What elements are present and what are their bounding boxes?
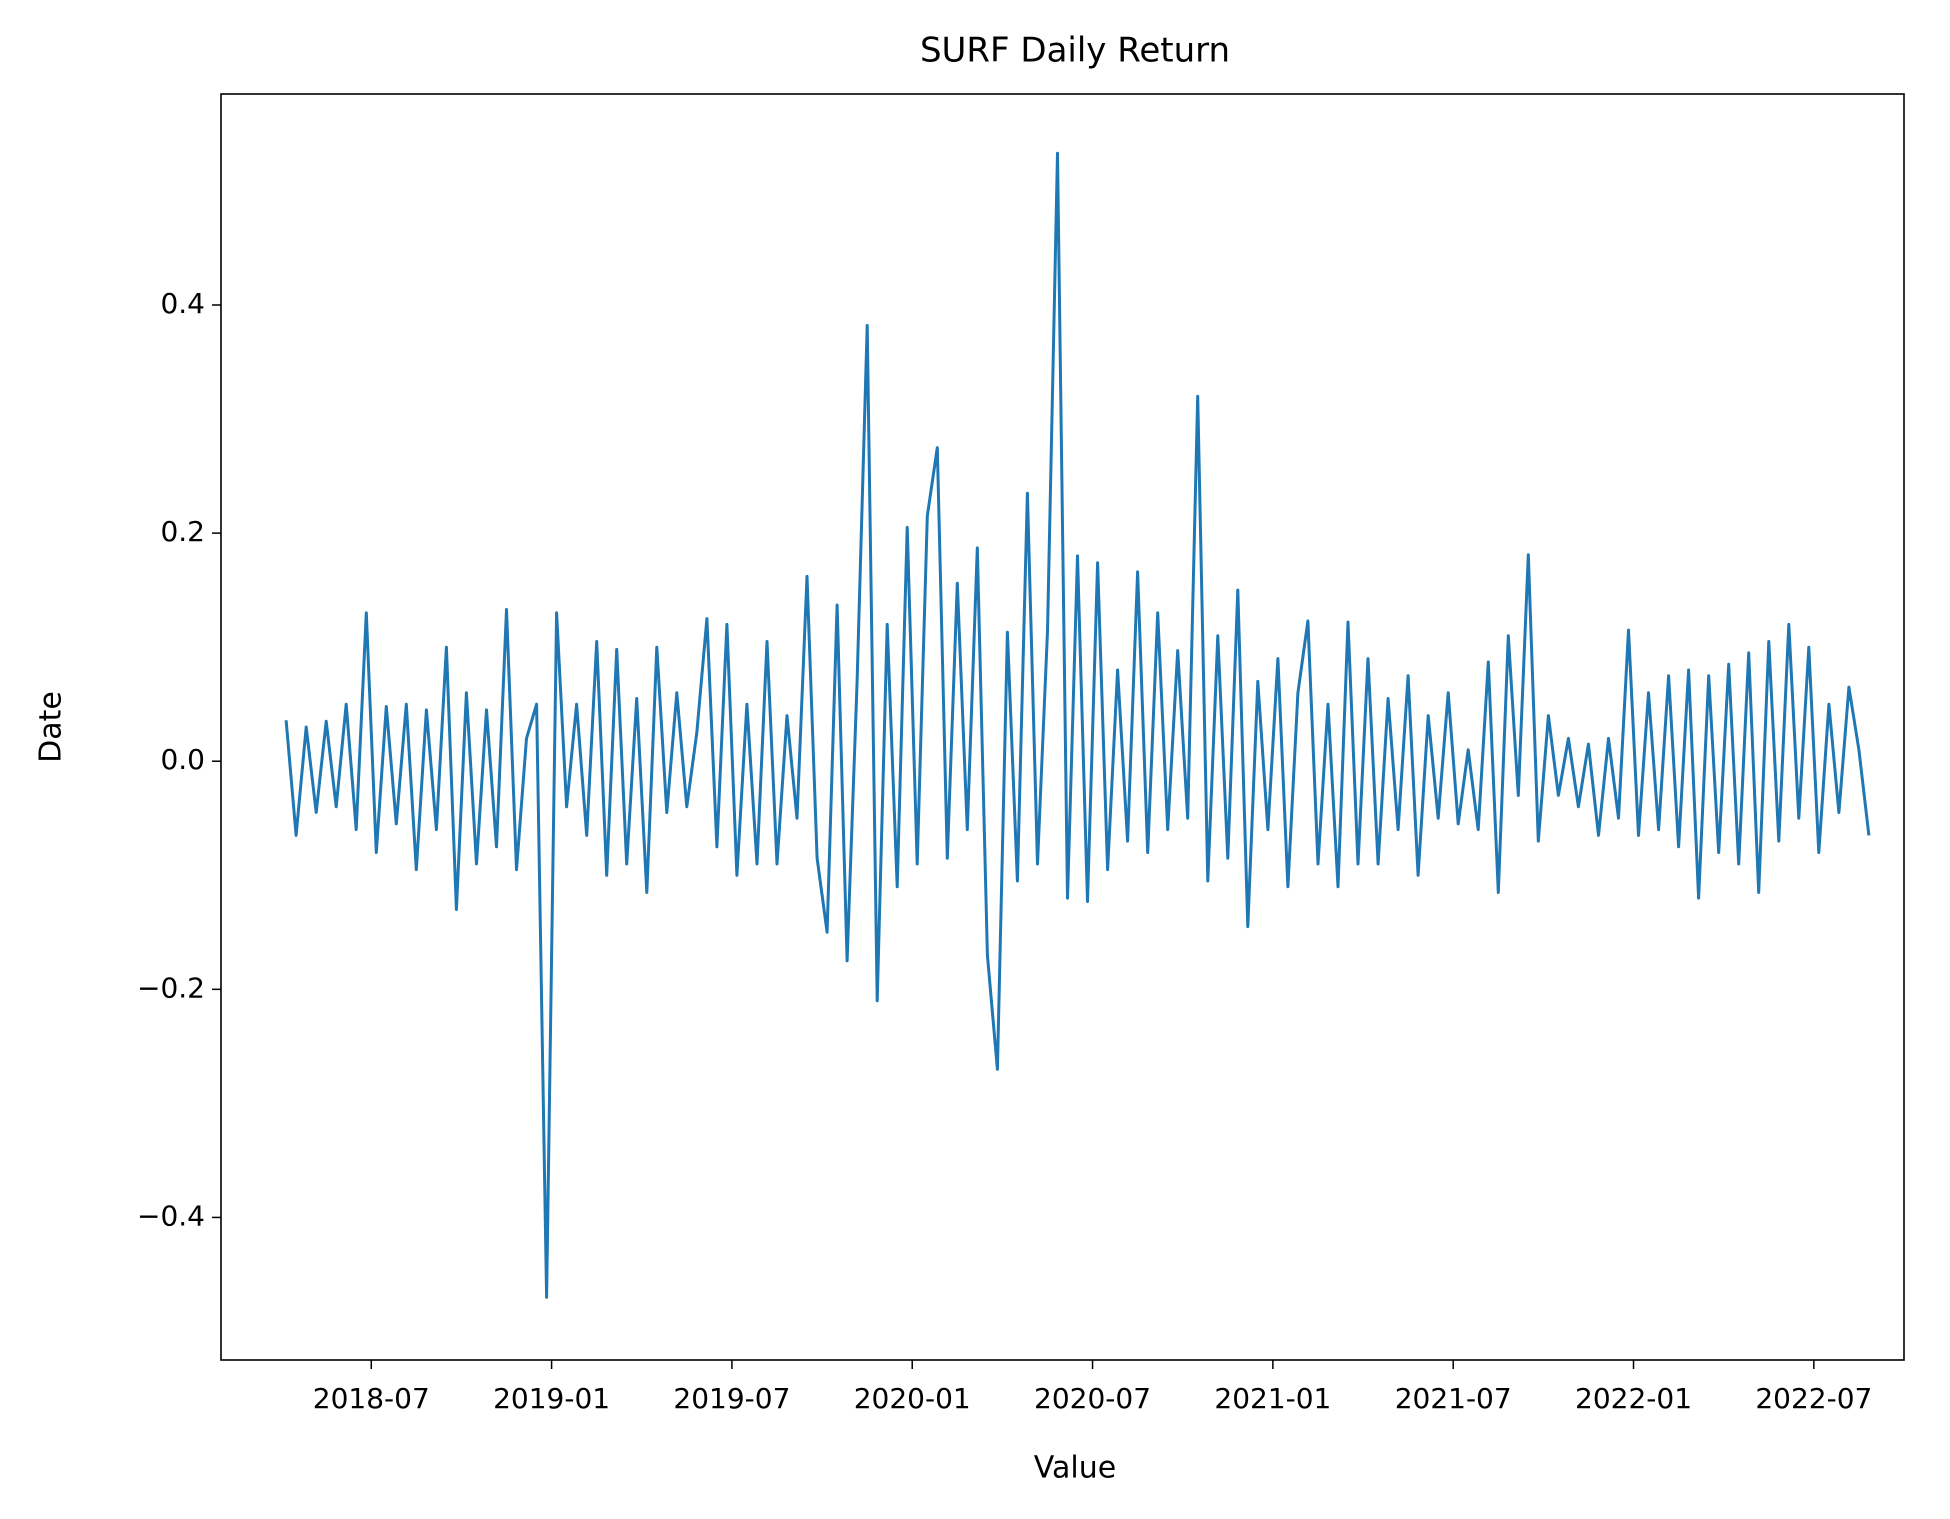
chart-title: SURF Daily Return [920, 31, 1230, 71]
x-tick-label: 2020-07 [1034, 1382, 1151, 1415]
x-tick-label: 2021-07 [1395, 1382, 1512, 1415]
x-tick-label: 2019-01 [493, 1382, 610, 1415]
line [284, 151, 1871, 1299]
x-tick-label: 2018-07 [313, 1382, 430, 1415]
x-tick-label: 2020-01 [854, 1382, 971, 1415]
y-tick-label: 0.4 [160, 287, 205, 320]
x-tick-label: 2022-07 [1755, 1382, 1872, 1415]
y-tick-label: −0.4 [137, 1199, 205, 1232]
y-tick-label: −0.2 [137, 971, 205, 1004]
y-tick-label: 0.0 [160, 743, 205, 776]
x-tick-label: 2021-01 [1214, 1382, 1331, 1415]
x-tick-label: 2019-07 [673, 1382, 790, 1415]
y-axis-label: Date [34, 691, 69, 763]
x-tick-label: 2022-01 [1575, 1382, 1692, 1415]
plot-frame [220, 93, 1905, 1361]
y-tick-label: 0.2 [160, 515, 205, 548]
x-axis-label: Value [1034, 1451, 1116, 1486]
